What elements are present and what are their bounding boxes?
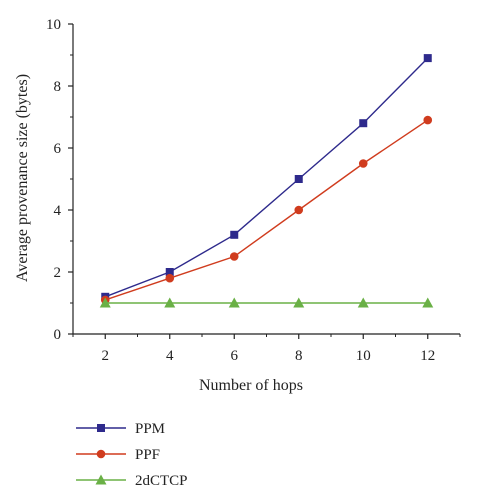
data-point-ppm bbox=[423, 54, 432, 63]
data-point-ppm bbox=[359, 119, 368, 128]
data-point-ppm bbox=[294, 175, 303, 183]
data-point-2dctcp bbox=[228, 297, 240, 308]
legend-label-ppf: PPF bbox=[135, 447, 160, 463]
y-tick-label: 2 bbox=[54, 265, 62, 281]
y-tick-label: 4 bbox=[54, 203, 62, 219]
data-point-2dctcp bbox=[422, 297, 434, 308]
data-point-ppm bbox=[230, 230, 239, 239]
data-point-ppm bbox=[165, 268, 174, 276]
x-axis-label: Number of hops bbox=[199, 377, 303, 394]
x-tick-label: 10 bbox=[356, 348, 371, 364]
legend-label-ppm: PPM bbox=[135, 421, 165, 437]
y-tick-label: 0 bbox=[54, 327, 62, 343]
legend-marker-ppm bbox=[97, 424, 105, 432]
legend-marker-ppf bbox=[96, 449, 106, 459]
y-axis-label: Average provenance size (bytes) bbox=[14, 74, 31, 282]
legend-marker-2dctcp bbox=[95, 474, 107, 485]
x-ticks: 2 4 6 8 10 12 bbox=[72, 334, 461, 364]
x-tick-label: 4 bbox=[166, 348, 174, 364]
y-tick-label: 10 bbox=[46, 17, 61, 33]
y-tick-label: 8 bbox=[54, 79, 62, 95]
series-line-ppm bbox=[104, 57, 429, 298]
legend-item-2dctcp: 2dCTCP bbox=[76, 473, 188, 489]
data-point-ppf bbox=[294, 205, 304, 215]
data-point-2dctcp bbox=[357, 297, 369, 308]
legend-item-ppm: PPM bbox=[76, 421, 165, 437]
series-group bbox=[99, 54, 434, 308]
series-line-ppf bbox=[105, 119, 429, 301]
data-point-2dctcp bbox=[293, 297, 305, 308]
series-ppm bbox=[101, 54, 432, 301]
data-point-ppf bbox=[165, 273, 175, 283]
data-point-2dctcp bbox=[99, 297, 111, 308]
legend-label-2dctcp: 2dCTCP bbox=[135, 473, 188, 489]
series-ppf bbox=[100, 115, 433, 305]
x-tick-label: 6 bbox=[231, 348, 239, 364]
data-point-ppf bbox=[423, 115, 433, 125]
data-point-ppf bbox=[358, 159, 368, 168]
data-point-2dctcp bbox=[164, 297, 176, 308]
x-tick-label: 8 bbox=[295, 348, 303, 364]
x-tick-label: 12 bbox=[420, 348, 435, 364]
y-tick-label: 6 bbox=[54, 141, 62, 157]
legend: PPM PPF 2dCTCP bbox=[76, 421, 188, 489]
series-2dctcp bbox=[99, 297, 434, 308]
data-point-ppf bbox=[229, 252, 239, 261]
y-ticks: 0 2 4 6 8 10 bbox=[46, 17, 73, 343]
x-tick-label: 2 bbox=[102, 348, 110, 364]
legend-item-ppf: PPF bbox=[76, 447, 160, 463]
